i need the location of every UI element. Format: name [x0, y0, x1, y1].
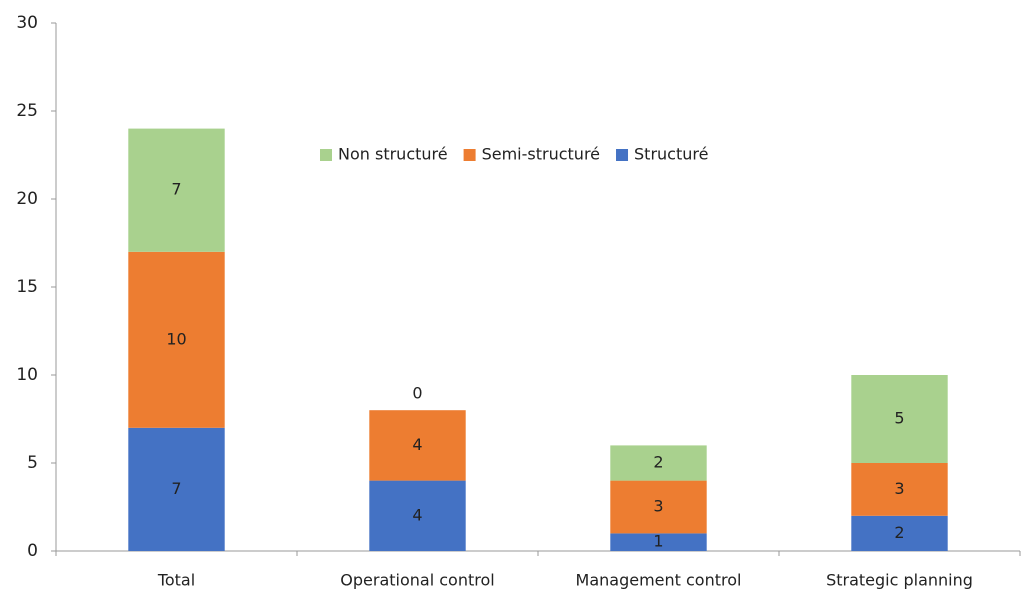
y-tick-label: 20	[16, 189, 38, 209]
bar-segment	[128, 427, 225, 551]
legend-swatch	[320, 149, 332, 161]
bar-segment	[610, 445, 707, 481]
x-tick-label: Strategic planning	[826, 571, 973, 590]
legend-swatch	[616, 149, 629, 161]
x-tick-label: Management control	[576, 571, 742, 590]
data-label: 4	[412, 435, 422, 454]
data-label: 4	[412, 505, 422, 524]
bar-segment	[851, 463, 948, 516]
y-tick-label: 5	[27, 453, 38, 473]
data-label: 3	[653, 497, 663, 516]
legend-label: Structuré	[634, 145, 708, 164]
y-tick-label: 30	[16, 13, 38, 33]
bar-segment	[128, 251, 225, 428]
x-tick-label: Total	[157, 571, 195, 590]
data-label: 2	[653, 453, 663, 472]
y-tick-label: 10	[16, 365, 38, 385]
y-tick-label: 25	[16, 101, 38, 121]
data-label: 2	[894, 523, 904, 542]
bar-segment	[851, 375, 948, 463]
bar-segment	[610, 533, 707, 551]
y-tick-label: 15	[16, 277, 38, 297]
data-label: 3	[894, 479, 904, 498]
data-label: 7	[171, 180, 181, 199]
bar-segment	[128, 128, 225, 252]
y-tick-label: 0	[27, 541, 38, 561]
data-label: 10	[166, 329, 186, 348]
data-label: 0	[412, 384, 422, 403]
bar-segment	[851, 515, 948, 551]
legend-swatch	[463, 149, 476, 161]
bar-segment	[610, 480, 707, 534]
legend-label: Non structuré	[338, 145, 448, 164]
x-tick-label: Operational control	[340, 571, 494, 590]
data-label: 1	[653, 532, 663, 551]
data-label: 7	[171, 479, 181, 498]
bar-segment	[369, 480, 466, 551]
legend-label: Semi-structuré	[482, 145, 600, 164]
data-label: 5	[894, 409, 904, 428]
bar-segment	[369, 410, 466, 481]
